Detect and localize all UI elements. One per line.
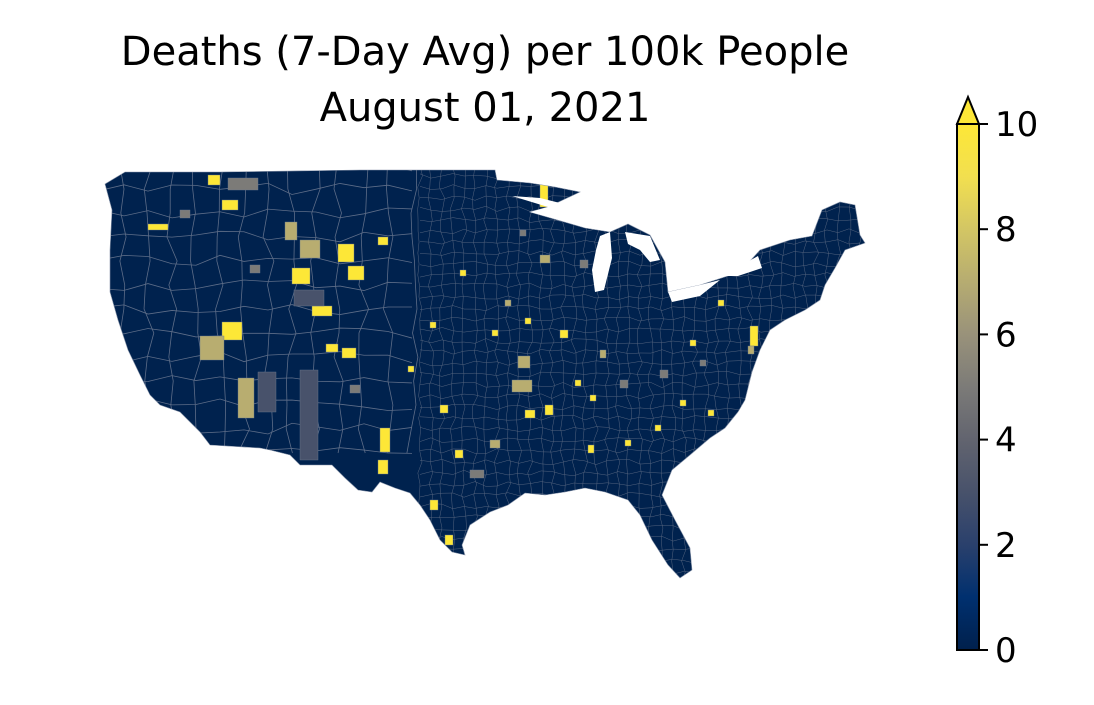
colorbar-gradient: [956, 123, 980, 651]
colorbar-extend-arrow: [955, 94, 981, 125]
colorbar-tick-label: 4: [995, 421, 1017, 461]
colorbar-tick-label: 0: [995, 631, 1017, 671]
map-subtitle: August 01, 2021: [319, 85, 651, 131]
colorbar-tick-label: 10: [995, 105, 1038, 145]
county-highlights: [147, 174, 759, 546]
colorbar-tick-label: 8: [995, 210, 1017, 250]
great-lakes: [512, 196, 762, 302]
us-county-map: [104, 169, 866, 579]
colorbar-tick-label: 2: [995, 526, 1017, 566]
map-title: Deaths (7-Day Avg) per 100k People: [120, 29, 850, 75]
colorbar-tick-label: 6: [995, 315, 1017, 355]
